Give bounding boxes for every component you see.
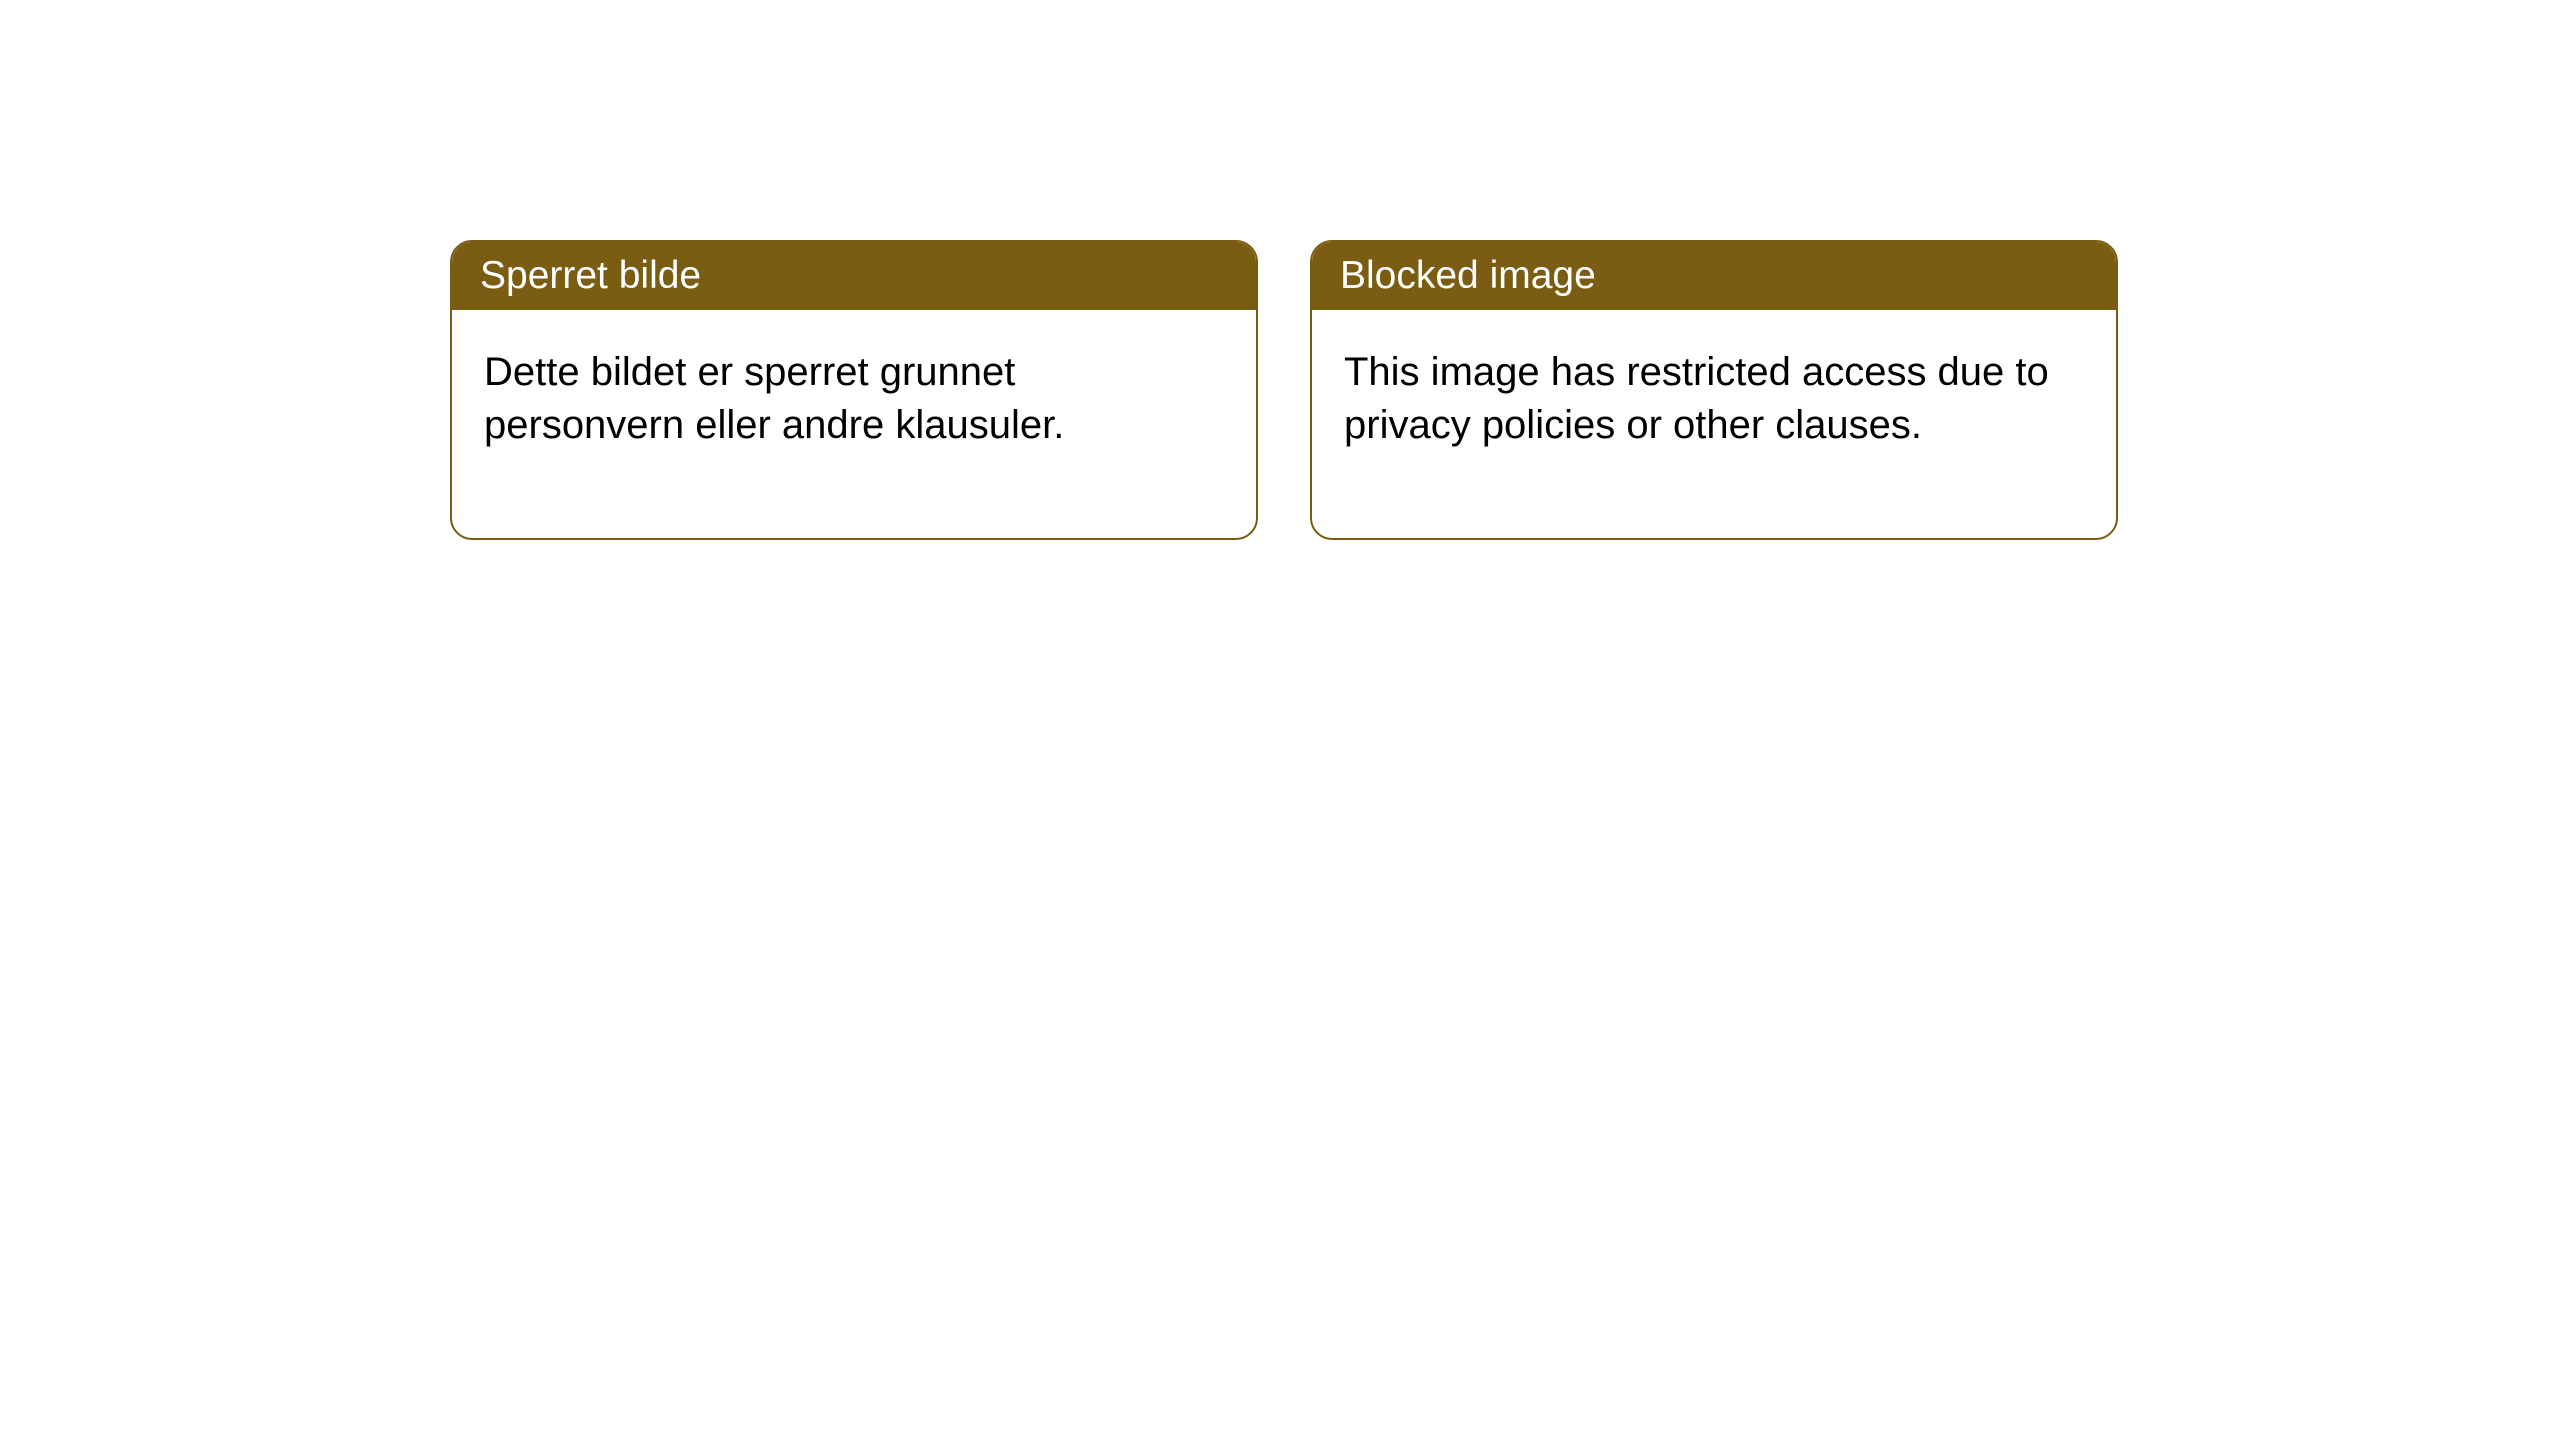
card-header: Blocked image bbox=[1312, 242, 2116, 310]
notice-container: Sperret bilde Dette bildet er sperret gr… bbox=[450, 240, 2118, 540]
card-body: This image has restricted access due to … bbox=[1312, 310, 2116, 538]
blocked-image-card-english: Blocked image This image has restricted … bbox=[1310, 240, 2118, 540]
card-header-text: Blocked image bbox=[1340, 254, 1596, 297]
card-body: Dette bildet er sperret grunnet personve… bbox=[452, 310, 1256, 538]
card-header-text: Sperret bilde bbox=[480, 254, 701, 297]
card-body-text: This image has restricted access due to … bbox=[1344, 350, 2049, 447]
card-body-text: Dette bildet er sperret grunnet personve… bbox=[484, 350, 1064, 447]
blocked-image-card-norwegian: Sperret bilde Dette bildet er sperret gr… bbox=[450, 240, 1258, 540]
card-header: Sperret bilde bbox=[452, 242, 1256, 310]
